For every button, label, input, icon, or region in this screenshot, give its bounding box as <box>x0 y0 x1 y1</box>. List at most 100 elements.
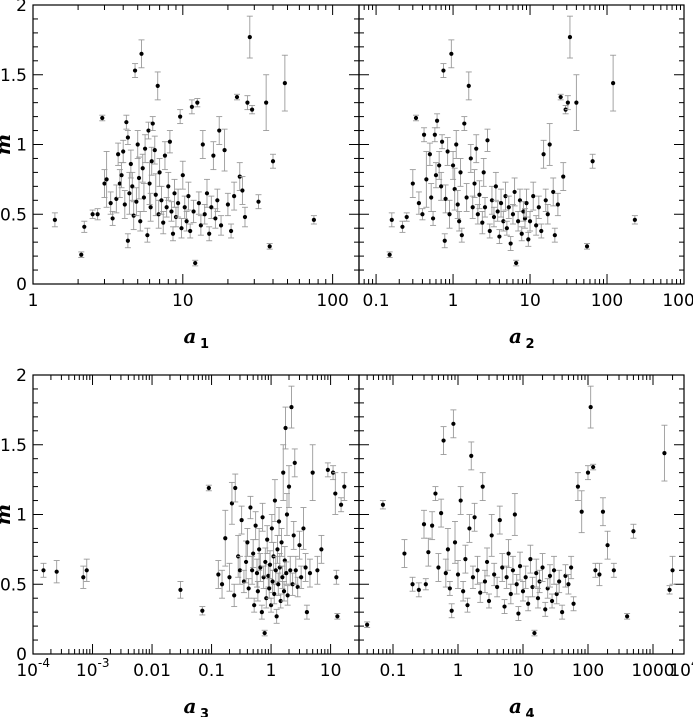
data-point <box>461 589 466 594</box>
data-point <box>233 485 238 491</box>
data-point <box>566 582 571 587</box>
x-tick-label: 0.01 <box>133 661 171 681</box>
data-point <box>276 519 282 524</box>
data-point <box>278 598 283 604</box>
x-tick-label: 1 <box>453 661 464 681</box>
x-tick-exponent: 4 <box>691 656 693 670</box>
data-point <box>503 194 508 199</box>
data-point <box>575 484 581 489</box>
data-point <box>334 575 339 580</box>
data-point <box>455 572 461 577</box>
x-tick-label: 10 <box>519 291 541 311</box>
x-tick-label: 100 <box>591 291 623 311</box>
data-point <box>245 540 250 545</box>
data-point <box>157 170 162 175</box>
data-point <box>543 607 548 612</box>
data-point <box>495 584 500 590</box>
x-tick-label: 1 <box>266 661 277 681</box>
data-point <box>492 572 497 577</box>
data-point <box>116 152 121 157</box>
data-point <box>311 217 317 222</box>
data-point <box>299 575 304 580</box>
data-point <box>584 244 590 249</box>
data-point <box>191 209 196 214</box>
data-point <box>527 219 533 224</box>
data-point <box>139 51 144 56</box>
data-point <box>155 83 160 89</box>
y-tick-label: 0 <box>16 275 27 295</box>
data-point <box>380 502 386 507</box>
data-point <box>342 484 347 489</box>
data-point <box>267 562 273 567</box>
data-point <box>497 517 502 523</box>
data-point <box>470 575 476 580</box>
data-point <box>102 181 107 186</box>
data-point <box>449 51 454 56</box>
data-point <box>164 205 169 210</box>
data-point <box>204 191 210 196</box>
data-point <box>424 177 429 182</box>
data-point <box>519 231 524 236</box>
plot-frame <box>358 4 685 285</box>
data-point <box>215 198 220 203</box>
data-point <box>506 551 511 556</box>
data-point <box>81 575 86 580</box>
y-tick-label: 2 <box>16 0 27 16</box>
data-point <box>246 586 251 591</box>
data-point <box>436 565 441 570</box>
data-point <box>439 139 445 144</box>
data-point <box>475 568 480 573</box>
data-point <box>504 226 509 231</box>
data-point <box>228 228 234 234</box>
data-point <box>445 547 451 552</box>
data-point <box>536 205 541 210</box>
data-point <box>442 238 447 243</box>
data-point <box>540 565 545 570</box>
data-point <box>439 184 444 189</box>
y-tick-label: 2 <box>16 366 27 386</box>
data-point <box>429 195 434 200</box>
data-point <box>333 491 338 496</box>
data-point <box>260 515 265 520</box>
data-point <box>579 509 584 514</box>
data-point <box>122 202 127 207</box>
data-point <box>179 226 184 231</box>
data-point <box>234 94 240 100</box>
data-point <box>178 114 183 119</box>
y-tick-label: 1 <box>16 136 27 156</box>
data-point <box>421 132 427 137</box>
data-point <box>293 568 298 573</box>
data-point <box>670 568 675 573</box>
data-point <box>489 198 495 203</box>
x-axis-label: a <box>509 324 522 348</box>
data-point <box>432 132 437 137</box>
y-axis-label: m <box>0 504 15 525</box>
data-point <box>416 200 422 206</box>
data-point <box>219 582 225 587</box>
data-point <box>625 614 630 619</box>
x-axis-label: a <box>184 324 197 348</box>
data-point <box>200 142 205 147</box>
data-point <box>462 121 467 126</box>
data-point <box>186 194 191 199</box>
data-point <box>304 610 310 615</box>
data-point <box>427 152 432 157</box>
data-point <box>611 81 616 86</box>
data-point <box>84 568 89 573</box>
data-point <box>585 470 591 475</box>
data-point <box>402 551 407 556</box>
data-point <box>512 189 517 195</box>
data-point <box>148 205 153 210</box>
data-point <box>454 142 459 147</box>
data-point <box>253 523 258 528</box>
x-axis-label-subscript: 1 <box>200 337 209 352</box>
data-point <box>52 217 57 222</box>
data-point <box>597 572 602 577</box>
data-point <box>510 212 516 217</box>
data-point <box>162 153 168 158</box>
data-point <box>256 199 261 204</box>
data-point <box>216 572 221 577</box>
data-point <box>437 163 442 168</box>
data-point <box>524 200 529 206</box>
